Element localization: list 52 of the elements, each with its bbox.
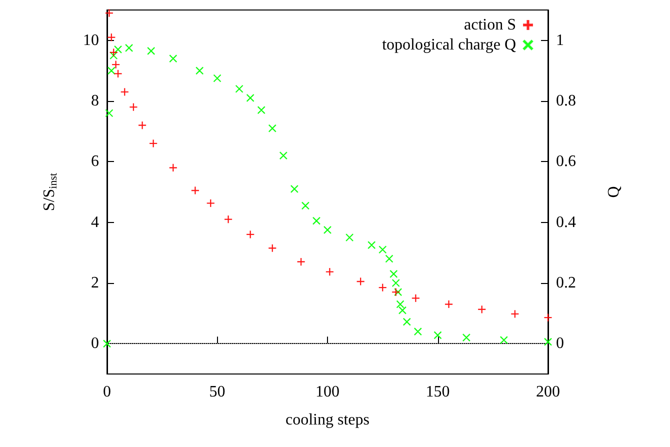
point xyxy=(103,340,111,348)
y-tick-label: 2 xyxy=(91,274,99,292)
point xyxy=(138,121,146,130)
point xyxy=(147,47,155,55)
y2-tick-label: 0.6 xyxy=(556,153,576,170)
point xyxy=(258,106,266,114)
x-tick-label: 0 xyxy=(103,384,111,400)
x-tick-label: 200 xyxy=(536,384,560,400)
point xyxy=(108,66,116,74)
legend-label: topological charge Q xyxy=(382,36,516,54)
y-tick-label: 10 xyxy=(83,32,99,49)
point xyxy=(326,268,334,276)
point xyxy=(280,152,288,160)
point xyxy=(403,318,411,326)
point xyxy=(268,124,276,132)
point xyxy=(414,328,422,336)
point xyxy=(246,94,254,102)
point xyxy=(500,336,508,344)
y-tick-label: 8 xyxy=(91,92,99,110)
y2-tick-label: 1 xyxy=(556,32,564,49)
y2-tick-label: 0.4 xyxy=(556,214,576,231)
x-tick-label: 100 xyxy=(316,384,340,400)
y2-tick-label: 0.2 xyxy=(556,274,576,292)
point xyxy=(462,334,470,342)
point xyxy=(224,216,232,224)
y2-tick-label: 0 xyxy=(556,335,564,352)
point xyxy=(169,54,177,62)
legend-label: action S xyxy=(464,16,516,34)
point xyxy=(236,85,244,93)
x-axis-title: cooling steps xyxy=(286,412,370,428)
point xyxy=(392,279,400,287)
point xyxy=(412,294,420,302)
point xyxy=(302,202,310,210)
y2-tick-label: 0.8 xyxy=(556,92,576,110)
y-axis-title: S/Sinst xyxy=(41,172,60,212)
y-tick-label: 0 xyxy=(91,335,99,352)
point xyxy=(378,246,386,254)
point xyxy=(398,306,406,314)
point xyxy=(312,217,320,225)
point xyxy=(544,338,552,346)
x-tick-label: 50 xyxy=(209,384,226,400)
point xyxy=(169,164,177,172)
point xyxy=(444,300,453,308)
y2-axis-title: Q xyxy=(606,186,622,198)
point xyxy=(368,241,376,249)
point xyxy=(196,66,204,74)
x-tick-label: 150 xyxy=(426,384,450,400)
y-tick-label: 6 xyxy=(91,153,99,170)
y-tick-label: 4 xyxy=(91,214,99,231)
point xyxy=(125,44,133,52)
point xyxy=(390,270,398,278)
point xyxy=(105,109,114,117)
